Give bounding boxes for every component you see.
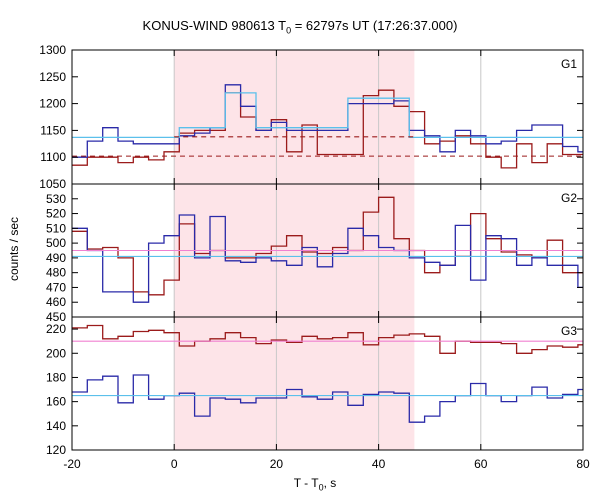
y-tick-label: 1050 (39, 177, 66, 191)
series-dark_blue-step (72, 84, 583, 158)
x-tick-label: 60 (474, 457, 488, 471)
x-tick-label: 20 (270, 457, 284, 471)
y-tick-label: 140 (46, 419, 66, 433)
x-tick-label: 0 (171, 457, 178, 471)
x-axis-label-sub: 0 (318, 482, 324, 493)
panel-label: G2 (561, 191, 577, 205)
y-tick-label: 1300 (39, 43, 66, 57)
chart-title-sub: 0 (286, 25, 292, 36)
panel-frame (71, 316, 584, 451)
panel-g1: 1050 1100 1150 1200 1250 1300 G1 (39, 43, 584, 191)
panel-label: G1 (561, 57, 577, 71)
y-tick-label: 160 (46, 395, 66, 409)
y-tick-label: 1150 (40, 123, 66, 137)
series-dark_blue-step (72, 214, 583, 303)
y-tick-label: 530 (46, 192, 66, 206)
x-axis-label-rest: , s (323, 476, 337, 490)
series-dark_red-step (72, 324, 583, 354)
panel-label: G3 (561, 324, 577, 338)
x-tick-label: 80 (576, 457, 590, 471)
y-tick-label: 220 (46, 322, 66, 336)
y-tick-label: 200 (46, 346, 66, 360)
y-tick-label: 520 (46, 207, 66, 221)
chart-title: KONUS-WIND 980613 T0 = 62797s UT (17:26:… (0, 18, 600, 36)
x-tick-label: 40 (372, 457, 386, 471)
y-tick-label: 1250 (39, 70, 66, 84)
x-axis-label-main: T - T (293, 476, 319, 490)
series-dark_red-step (72, 89, 583, 169)
y-tick-label: 1100 (40, 150, 66, 164)
y-tick-label: 450 (46, 310, 66, 324)
x-axis-label: T - T0, s (230, 476, 400, 492)
series-light_blue-step (72, 92, 583, 139)
chart-title-rest: = 62797s UT (17:26:37.000) (291, 18, 458, 33)
chart-title-main: KONUS-WIND 980613 T (142, 18, 287, 33)
y-tick-label: 490 (46, 251, 66, 265)
series-dark_blue-step (72, 374, 583, 423)
y-tick-label: 470 (46, 280, 66, 294)
x-tick-label: -20 (63, 457, 81, 471)
y-tick-label: 180 (46, 370, 66, 384)
y-tick-label: 500 (46, 236, 66, 250)
y-tick-label: 460 (46, 295, 66, 309)
y-tick-label: 120 (46, 443, 66, 457)
y-tick-label: 1200 (39, 97, 66, 111)
y-tick-label: 510 (46, 221, 66, 235)
y-axis-label: counts / sec (7, 216, 21, 282)
panel-g3: 120 140 160 180 200 220 G3 (46, 316, 584, 457)
y-tick-label: 480 (46, 266, 66, 280)
